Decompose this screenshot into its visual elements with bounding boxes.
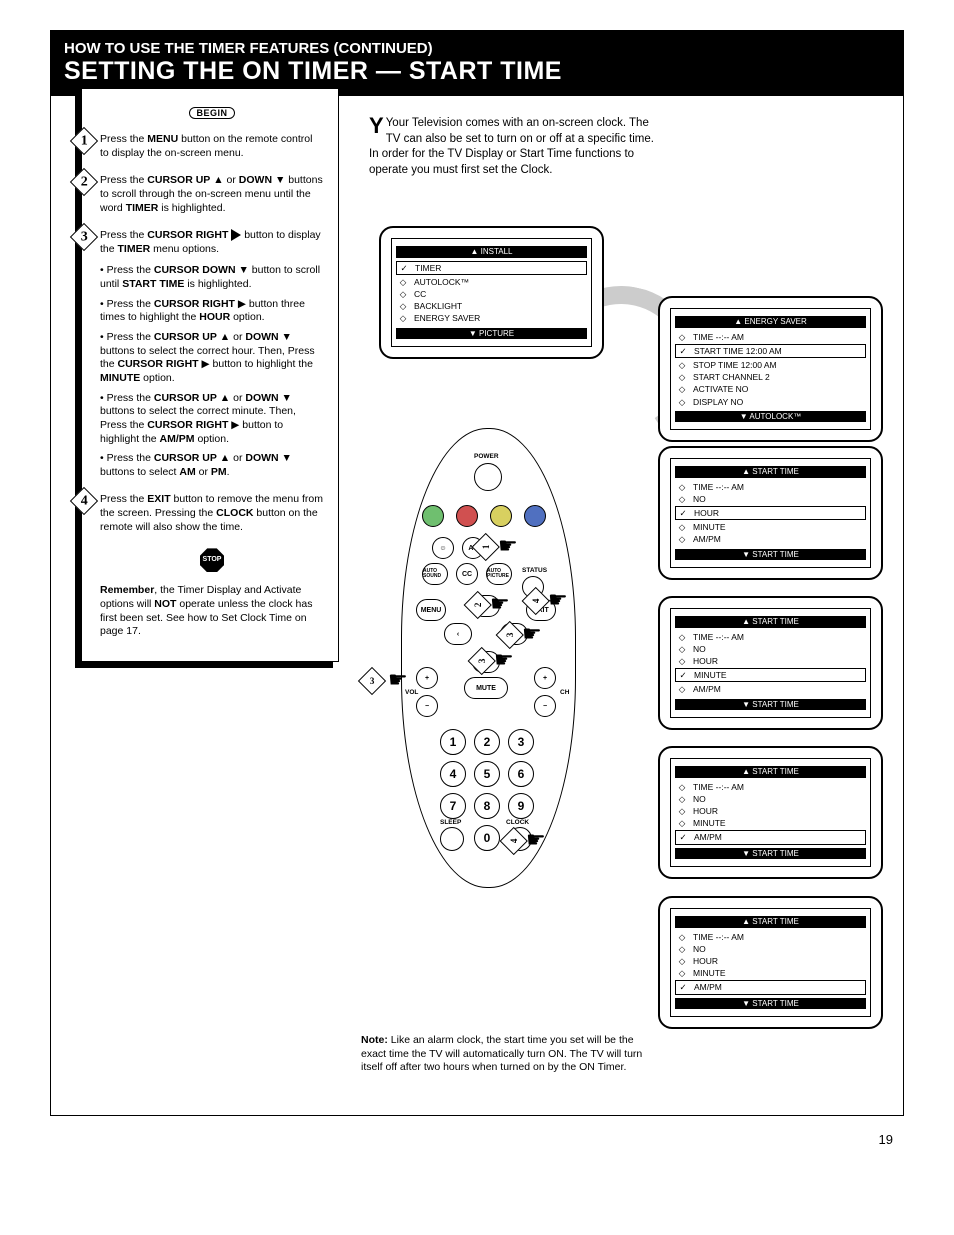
hand-icon-4: ☚4: [548, 587, 568, 613]
menu-button[interactable]: MENU: [416, 599, 446, 621]
sleep-button[interactable]: [440, 827, 464, 851]
auto-picture-button[interactable]: AUTO PICTURE: [486, 563, 512, 585]
vol-up-button[interactable]: +: [416, 667, 438, 689]
step-number-2: 2: [70, 168, 98, 196]
bottom-note: Note: Like an alarm clock, the start tim…: [361, 1034, 661, 1075]
clock-label: CLOCK: [506, 819, 529, 826]
end-note: Remember, the Timer Display and Activate…: [100, 584, 324, 639]
ch-down-button[interactable]: −: [534, 695, 556, 717]
num-9-button[interactable]: 9: [508, 793, 534, 819]
num-5-button[interactable]: 5: [474, 761, 500, 787]
hand-icon-4b: ☚4: [526, 827, 546, 853]
osd-start-time-ampm2: ▲ START TIME ◇TIME --:-- AM ◇NO ◇HOUR ◇M…: [658, 896, 883, 1029]
hand-icon-2: ☚2: [490, 591, 510, 617]
pencil-icon: ✎: [914, 36, 943, 76]
osd-timer-menu: ▲ ENERGY SAVER ◇TIME --:-- AM ✓START TIM…: [658, 296, 883, 442]
red-button[interactable]: [456, 505, 478, 527]
title-sub: HOW TO USE THE TIMER FEATURES (CONTINUED…: [64, 40, 890, 57]
content-frame: Y Your Television comes with an on-scree…: [50, 96, 904, 1116]
osd-nav-down: ▼ PICTURE: [396, 328, 587, 340]
step-4: 4 Press the EXIT button to remove the me…: [100, 493, 324, 534]
begin-badge: BEGIN: [189, 107, 234, 119]
num-0-button[interactable]: 0: [474, 825, 500, 851]
title-bar: HOW TO USE THE TIMER FEATURES (CONTINUED…: [50, 30, 904, 96]
osd-main-menu: ▲ INSTALL ✓TIMER ◇AUTOLOCK™ ◇CC ◇BACKLIG…: [379, 226, 604, 359]
power-button[interactable]: [474, 463, 502, 491]
step-number-1: 1: [70, 127, 98, 155]
num-6-button[interactable]: 6: [508, 761, 534, 787]
step-number-3: 3: [70, 223, 98, 251]
step-number-4: 4: [70, 487, 98, 515]
title-main: SETTING THE ON TIMER — START TIME: [64, 57, 562, 85]
blue-button[interactable]: [524, 505, 546, 527]
step-2: 2 Press the CURSOR UP ▲ or DOWN ▼ button…: [100, 174, 324, 215]
stop-badge: STOP: [200, 548, 224, 572]
instruction-panel: BEGIN 1 Press the MENU button on the rem…: [81, 88, 339, 662]
intro-text: Y Your Television comes with an on-scree…: [369, 116, 655, 178]
yellow-button[interactable]: [490, 505, 512, 527]
num-1-button[interactable]: 1: [440, 729, 466, 755]
hand-icon-3c: ☛3: [388, 667, 408, 693]
hand-icon-3b: ☚3: [494, 647, 514, 673]
num-3-button[interactable]: 3: [508, 729, 534, 755]
vol-down-button[interactable]: −: [416, 695, 438, 717]
ch-up-button[interactable]: +: [534, 667, 556, 689]
hand-icon-3a: ☚3: [522, 621, 542, 647]
sleep-label: SLEEP: [440, 819, 461, 826]
right-arrow-icon: [231, 229, 241, 241]
smiley-button[interactable]: ☺: [432, 537, 454, 559]
intro-dropcap: Y: [369, 116, 384, 136]
step-3: 3 Press the CURSOR RIGHT button to displ…: [100, 229, 324, 479]
remote-control: POWER ☺ AV AUTO SOUND CC AUTO PICTURE ST…: [401, 428, 576, 888]
num-2-button[interactable]: 2: [474, 729, 500, 755]
mute-button[interactable]: MUTE: [464, 677, 508, 699]
osd-nav-up: ▲ INSTALL: [396, 246, 587, 258]
ch-label: CH: [560, 689, 569, 696]
cursor-left-button[interactable]: ‹: [444, 623, 472, 645]
hand-icon-1: ☚1: [498, 533, 518, 559]
auto-sound-button[interactable]: AUTO SOUND: [422, 563, 448, 585]
num-7-button[interactable]: 7: [440, 793, 466, 819]
green-button[interactable]: [422, 505, 444, 527]
osd-start-time-minute: ▲ START TIME ◇TIME --:-- AM ◇NO ◇HOUR ✓M…: [658, 596, 883, 730]
step-1: 1 Press the MENU button on the remote co…: [100, 133, 324, 160]
intro-body: Your Television comes with an on-screen …: [369, 117, 654, 176]
osd-start-time-hour: ▲ START TIME ◇TIME --:-- AM ◇NO ✓HOUR ◇M…: [658, 446, 883, 580]
power-label: POWER: [474, 453, 499, 460]
page-number: 19: [879, 1132, 893, 1147]
osd-start-time-ampm1: ▲ START TIME ◇TIME --:-- AM ◇NO ◇HOUR ◇M…: [658, 746, 883, 879]
num-4-button[interactable]: 4: [440, 761, 466, 787]
cc-button[interactable]: CC: [456, 563, 478, 585]
num-8-button[interactable]: 8: [474, 793, 500, 819]
status-label: STATUS: [522, 567, 547, 574]
